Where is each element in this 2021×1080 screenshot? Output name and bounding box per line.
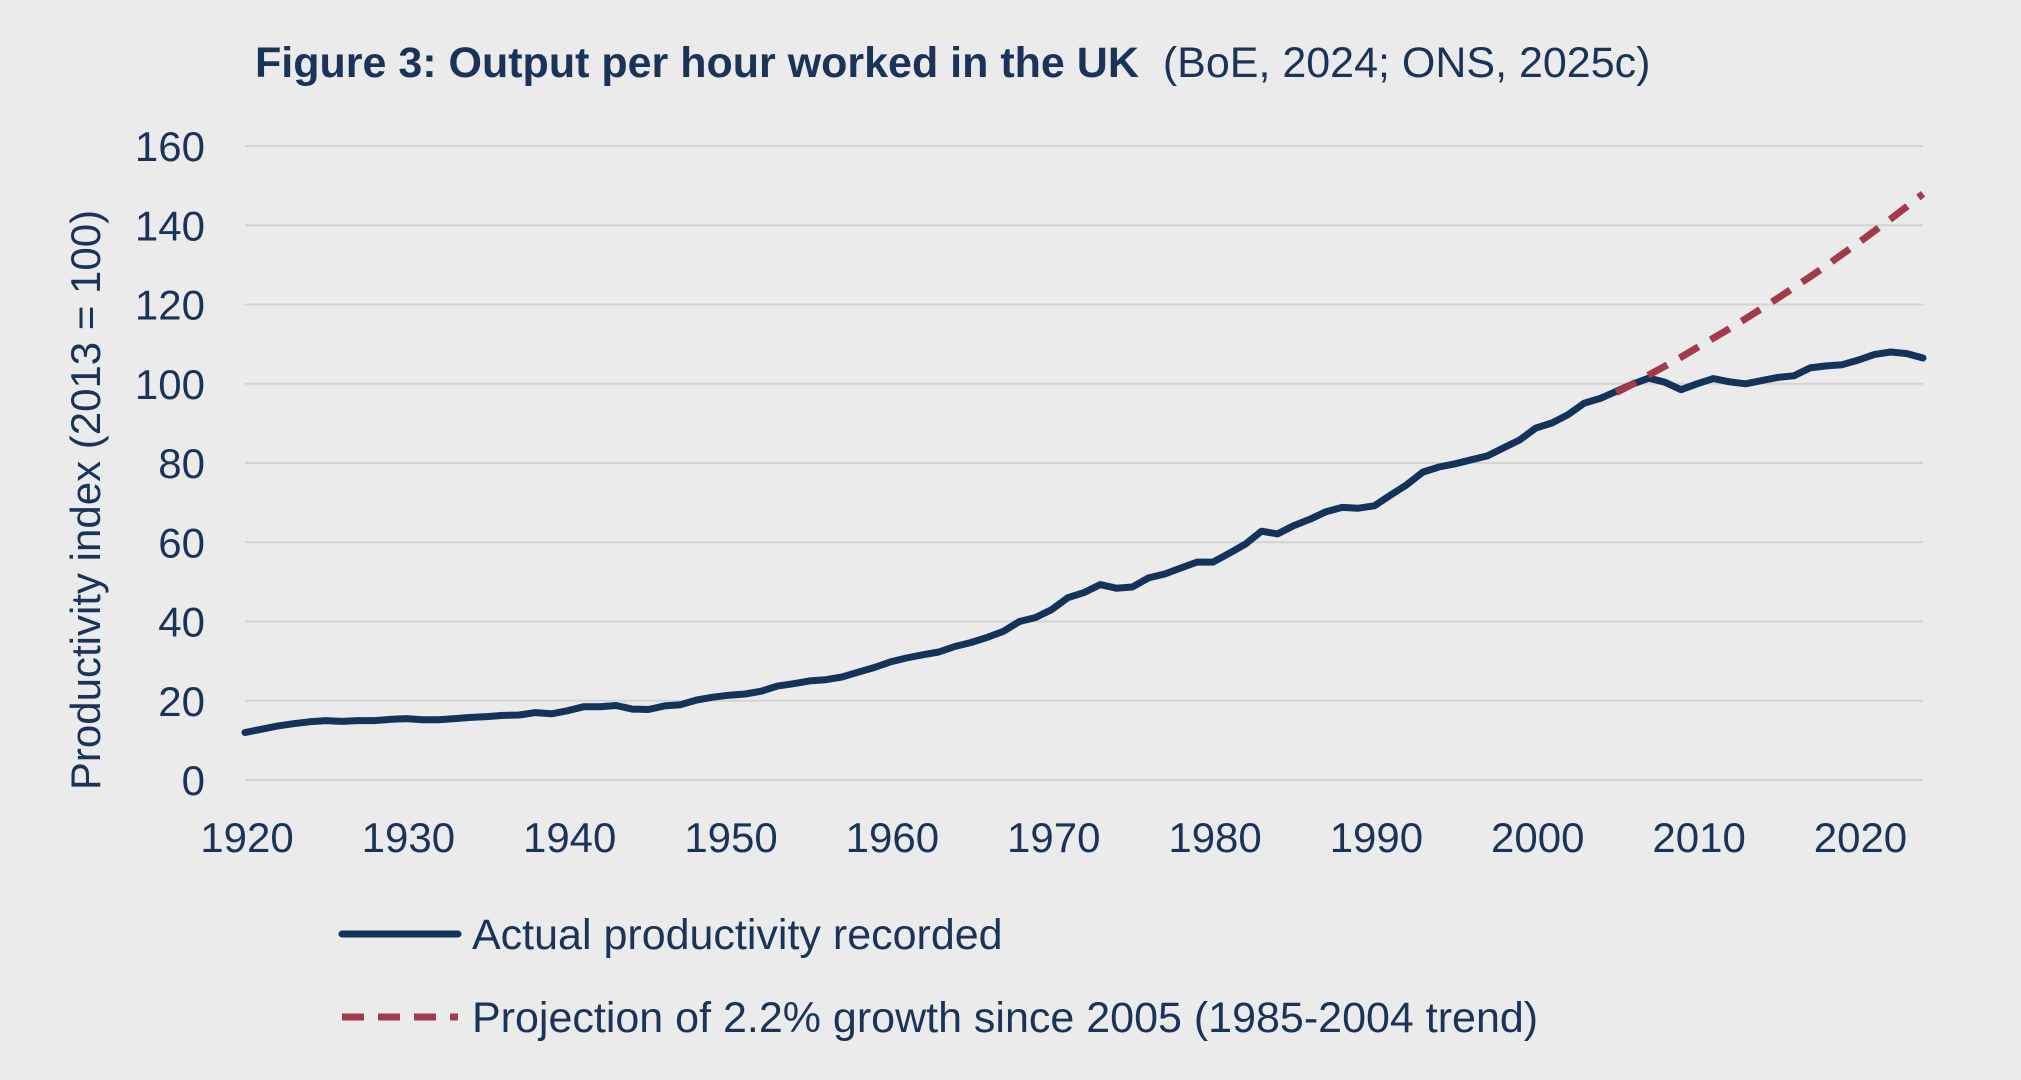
gridlines [245,145,1923,781]
series-line-projection [1614,191,1926,396]
x-tick-label: 1950 [684,814,777,861]
y-tick-label: 80 [158,440,205,487]
chart-title: Figure 3: Output per hour worked in the … [255,39,1139,87]
x-tick-label: 2020 [1814,814,1907,861]
series-line-actual [241,348,1927,736]
legend: Actual productivity recorded Projection o… [338,911,1538,1042]
series-layer [241,191,1927,736]
x-tick-label: 1930 [362,814,455,861]
y-axis-ticks: 0 20 40 60 80 100 120 140 160 [135,123,205,804]
y-tick-label: 20 [158,678,205,725]
x-tick-label: 1960 [846,814,939,861]
x-tick-label: 1970 [1007,814,1100,861]
x-tick-label: 2010 [1652,814,1745,861]
y-tick-label: 60 [158,519,205,566]
y-axis-label: Productivity index (2013 = 100) [62,210,109,790]
chart-subtitle: (BoE, 2024; ONS, 2025c) [1163,39,1651,87]
y-tick-label: 40 [158,599,205,646]
x-tick-label: 2000 [1491,814,1584,861]
x-tick-label: 1920 [200,814,293,861]
y-tick-label: 140 [135,202,205,249]
y-tick-label: 160 [135,123,205,170]
y-tick-label: 100 [135,361,205,408]
y-tick-label: 120 [135,282,205,329]
chart-title-line: Figure 3: Output per hour worked in the … [255,39,1650,87]
x-axis-ticks: 1920 1930 1940 1950 1960 1970 1980 1990 2000 2010… [200,814,1907,861]
x-tick-label: 1990 [1330,814,1423,861]
legend-label-projection: Projection of 2.2% growth since 2005 (19… [472,994,1538,1042]
x-tick-label: 1940 [523,814,616,861]
y-tick-label: 0 [182,757,205,804]
legend-label-actual: Actual productivity recorded [472,911,1003,959]
x-tick-label: 1980 [1168,814,1261,861]
